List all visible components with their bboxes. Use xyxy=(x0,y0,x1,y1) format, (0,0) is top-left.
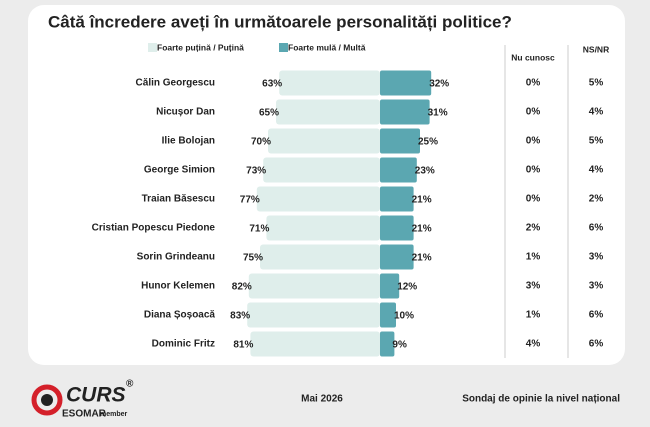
bar-high xyxy=(380,186,414,212)
table-value: 0% xyxy=(526,165,541,176)
table-value: 5% xyxy=(589,136,604,147)
bar-low xyxy=(276,99,380,125)
table-value: 2% xyxy=(589,194,604,205)
legend-label: Foarte puțină / Puțină xyxy=(157,42,244,52)
value-label: 12% xyxy=(397,282,417,293)
bar-high xyxy=(380,70,432,96)
column-header: Nu cunosc xyxy=(511,52,555,62)
value-label: 9% xyxy=(392,340,407,351)
logo-registered: ® xyxy=(126,379,134,390)
legend-swatch xyxy=(148,43,157,52)
category-label: Nicușor Dan xyxy=(156,107,215,118)
logo-text: CURS xyxy=(66,384,126,407)
value-label: 21% xyxy=(412,224,432,235)
table-value: 1% xyxy=(526,310,541,321)
value-label: 70% xyxy=(251,137,271,148)
bar-low xyxy=(256,186,380,212)
category-label: George Simion xyxy=(144,165,215,176)
bar-high xyxy=(380,302,396,328)
logo-member: member xyxy=(100,411,128,418)
bar-high xyxy=(380,244,414,270)
bar-high xyxy=(380,157,417,183)
value-label: 23% xyxy=(415,166,435,177)
table-value: 0% xyxy=(526,136,541,147)
card xyxy=(28,5,625,365)
value-label: 81% xyxy=(233,340,253,351)
category-label: Dominic Fritz xyxy=(152,339,215,350)
value-label: 32% xyxy=(429,79,449,90)
bar-low xyxy=(268,128,380,154)
table-value: 4% xyxy=(589,107,604,118)
value-label: 21% xyxy=(412,253,432,264)
value-label: 31% xyxy=(428,108,448,119)
table-value: 0% xyxy=(526,194,541,205)
bar-low xyxy=(260,244,380,270)
value-label: 65% xyxy=(259,108,279,119)
table-value: 6% xyxy=(589,310,604,321)
bar-high xyxy=(380,128,420,154)
logo-org: ESOMAR xyxy=(62,409,107,420)
bar-low xyxy=(279,70,380,96)
category-label: Traian Băsescu xyxy=(142,194,215,205)
value-label: 75% xyxy=(243,253,263,264)
table-value: 3% xyxy=(526,281,541,292)
bar-high xyxy=(380,331,395,357)
table-value: 1% xyxy=(526,252,541,263)
legend-label: Foarte mulă / Multă xyxy=(288,42,366,52)
table-value: 3% xyxy=(589,252,604,263)
value-label: 82% xyxy=(232,282,252,293)
table-value: 4% xyxy=(526,339,541,350)
category-label: Diana Șoșoacă xyxy=(144,310,216,321)
category-label: Călin Georgescu xyxy=(136,78,215,89)
bar-high xyxy=(380,273,400,299)
bar-high xyxy=(380,215,414,241)
column-header: NS/NR xyxy=(583,44,609,54)
value-label: 25% xyxy=(418,137,438,148)
legend-swatch xyxy=(279,43,288,52)
bar-high xyxy=(380,99,430,125)
source: Sondaj de opinie la nivel național xyxy=(462,394,620,405)
value-label: 73% xyxy=(246,166,266,177)
value-label: 71% xyxy=(249,224,269,235)
value-label: 63% xyxy=(262,79,282,90)
table-value: 0% xyxy=(526,78,541,89)
bar-low xyxy=(247,302,380,328)
table-value: 2% xyxy=(526,223,541,234)
table-value: 6% xyxy=(589,339,604,350)
value-label: 21% xyxy=(412,195,432,206)
value-label: 10% xyxy=(394,311,414,322)
table-value: 6% xyxy=(589,223,604,234)
table-value: 4% xyxy=(589,165,604,176)
category-label: Cristian Popescu Piedone xyxy=(92,223,216,234)
value-label: 83% xyxy=(230,311,250,322)
chart-title: Câtă încredere aveți în următoarele pers… xyxy=(48,12,512,31)
table-value: 5% xyxy=(589,78,604,89)
category-label: Hunor Kelemen xyxy=(141,281,215,292)
bar-low xyxy=(266,215,380,241)
bar-low xyxy=(250,331,380,357)
bar-low xyxy=(263,157,380,183)
logo: CURS ® ESOMAR member xyxy=(31,379,134,420)
table-value: 0% xyxy=(526,107,541,118)
category-label: Sorin Grindeanu xyxy=(137,252,215,263)
date: Mai 2026 xyxy=(301,394,343,405)
table-value: 3% xyxy=(589,281,604,292)
value-label: 77% xyxy=(240,195,260,206)
bar-low xyxy=(248,273,380,299)
category-label: Ilie Bolojan xyxy=(162,136,215,147)
